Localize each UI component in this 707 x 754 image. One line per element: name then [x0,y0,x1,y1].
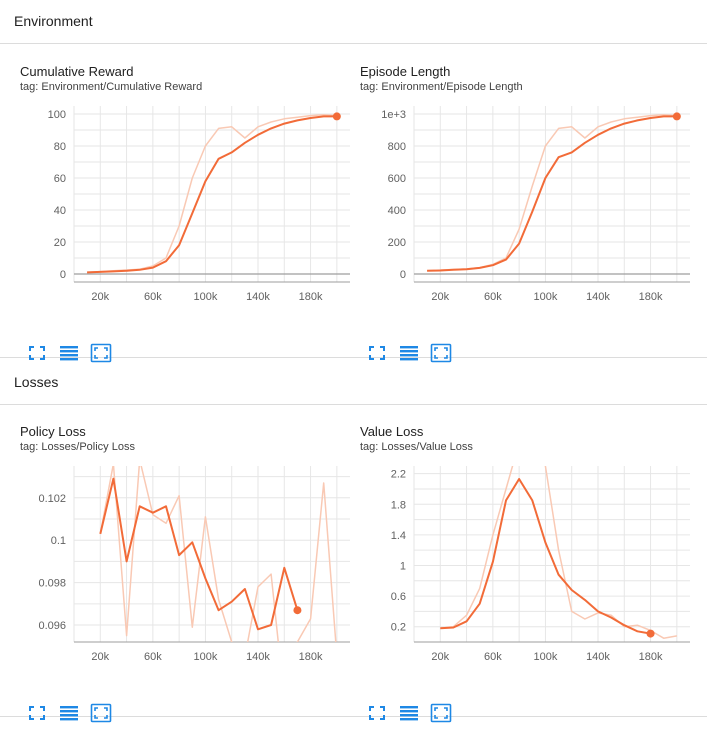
x-tick-label: 60k [144,651,162,663]
chart-card-cumulative-reward: Cumulative Reward tag: Environment/Cumul… [14,64,354,394]
series-line-smoothed [87,115,337,274]
y-tick-label: 0 [60,269,66,281]
x-tick-label: 60k [144,291,162,303]
data-table-button[interactable] [58,702,80,724]
section-divider [0,357,707,358]
section-title-environment: Environment [14,13,93,29]
y-tick-label: 1 [400,560,406,572]
y-tick-label: 1.8 [391,499,406,511]
data-table-button[interactable] [398,342,420,364]
y-tick-label: 800 [388,141,406,153]
y-tick-label: 60 [54,173,66,185]
series-line-raw [440,466,678,639]
fullscreen-button[interactable] [366,342,388,364]
chart-plot[interactable]: 0 20 40 60 80 100 20k 60k 100k 140k 180k [14,98,354,318]
data-table-button[interactable] [58,342,80,364]
series-line-smoothed [440,478,651,635]
series-line-raw [427,114,677,272]
y-tick-label: 40 [54,205,66,217]
fullscreen-icon [29,346,45,360]
section-divider [0,716,707,717]
y-tick-label: 1e+3 [381,109,406,121]
x-tick-label: 140k [586,651,610,663]
x-tick-label: 20k [91,651,109,663]
x-tick-label: 60k [484,291,502,303]
x-tick-label: 140k [246,651,270,663]
x-tick-label: 180k [299,651,323,663]
fullscreen-icon [369,346,385,360]
fullscreen-icon [369,706,385,720]
y-tick-label: 2.2 [391,469,406,481]
fullscreen-button[interactable] [26,342,48,364]
y-tick-label: 0.096 [38,620,66,632]
fit-domain-icon [90,703,112,723]
y-tick-label: 0.1 [51,535,66,547]
chart-card-value-loss: Value Loss tag: Losses/Value Loss 0.2 0.6… [354,424,694,754]
x-tick-label: 180k [639,651,663,663]
fit-domain-icon [430,343,452,363]
chart-card-episode-length: Episode Length tag: Environment/Episode … [354,64,694,394]
y-tick-label: 80 [54,141,66,153]
chart-tag: tag: Losses/Value Loss [360,441,473,453]
chart-card-policy-loss: Policy Loss tag: Losses/Policy Loss 0.09… [14,424,354,754]
fit-domain-button[interactable] [90,342,112,364]
series-end-marker [332,112,341,121]
y-tick-label: 20 [54,237,66,249]
y-tick-label: 0 [400,269,406,281]
series-line-smoothed [99,477,299,631]
y-tick-label: 0.6 [391,591,406,603]
x-tick-label: 100k [193,651,217,663]
fit-domain-icon [90,343,112,363]
fit-domain-button[interactable] [430,342,452,364]
fullscreen-button[interactable] [366,702,388,724]
fit-domain-button[interactable] [430,702,452,724]
data-table-button[interactable] [398,702,420,724]
x-tick-label: 100k [193,291,217,303]
chart-title: Policy Loss [20,424,86,439]
chart-title: Value Loss [360,424,424,439]
chart-plot[interactable]: 0.2 0.6 1 1.4 1.8 2.2 20k 60k 100k 140k 180k [354,458,694,678]
data-table-icon [400,706,418,721]
y-tick-label: 0.102 [38,493,66,505]
data-table-icon [60,346,78,361]
chart-title: Episode Length [360,64,451,79]
x-tick-label: 180k [299,291,323,303]
x-tick-label: 140k [246,291,270,303]
section-divider [0,43,707,44]
x-tick-label: 20k [431,651,449,663]
data-table-icon [400,346,418,361]
section-divider [0,404,707,405]
fullscreen-button[interactable] [26,702,48,724]
y-tick-label: 0.098 [38,578,66,590]
y-tick-label: 400 [388,205,406,217]
y-tick-label: 200 [388,237,406,249]
series-line-smoothed [427,115,677,272]
y-tick-label: 100 [48,109,66,121]
chart-tag: tag: Environment/Cumulative Reward [20,81,203,93]
fullscreen-icon [29,706,45,720]
fit-domain-button[interactable] [90,702,112,724]
section-title-losses: Losses [14,374,59,390]
x-tick-label: 180k [639,291,663,303]
y-tick-label: 1.4 [391,530,406,542]
x-tick-label: 20k [91,291,109,303]
chart-title: Cumulative Reward [20,64,134,79]
data-table-icon [60,706,78,721]
series-end-marker [293,606,302,615]
y-tick-label: 0.2 [391,622,406,634]
series-end-marker [646,629,655,638]
chart-plot[interactable]: 0 200 400 600 800 1e+3 20k 60k 100k 140k 180k [354,98,694,318]
x-tick-label: 140k [586,291,610,303]
series-line-raw [99,466,337,642]
x-tick-label: 100k [533,651,557,663]
x-tick-label: 60k [484,651,502,663]
y-tick-label: 600 [388,173,406,185]
series-end-marker [672,112,681,121]
chart-tag: tag: Environment/Episode Length [360,81,523,93]
x-tick-label: 20k [431,291,449,303]
chart-plot[interactable]: 0.096 0.098 0.1 0.102 20k 60k 100k 140k 180k [14,458,354,678]
fit-domain-icon [430,703,452,723]
x-tick-label: 100k [533,291,557,303]
chart-tag: tag: Losses/Policy Loss [20,441,135,453]
